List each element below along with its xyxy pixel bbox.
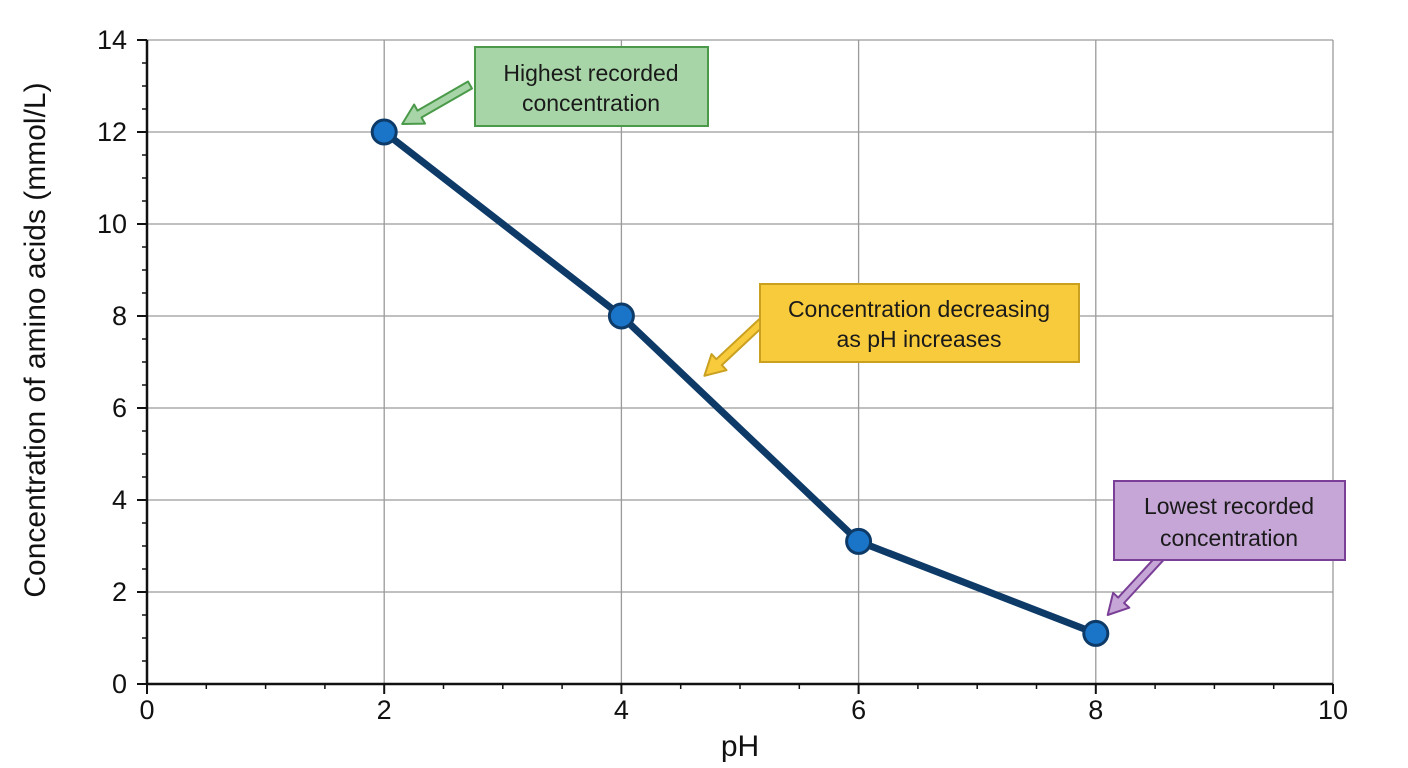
x-tick-label: 4 xyxy=(614,695,629,725)
annotation-text: as pH increases xyxy=(837,326,1002,352)
x-tick-label: 6 xyxy=(851,695,866,725)
data-point xyxy=(845,527,873,555)
data-series xyxy=(370,118,1110,647)
annotation-text: Concentration decreasing xyxy=(788,296,1050,322)
data-point xyxy=(370,118,398,146)
y-tick-label: 6 xyxy=(112,393,127,423)
annotation-arrow xyxy=(703,318,766,377)
annotation-purple: Lowest recorded concentration xyxy=(1106,480,1346,616)
annotation-yellow: Concentration decreasing as pH increases xyxy=(703,283,1080,377)
y-tick-label: 14 xyxy=(97,25,127,55)
tick-labels: 0 2 4 6 8 10 12 14 0 2 4 6 8 10 xyxy=(97,25,1348,725)
annotation-text: concentration xyxy=(522,90,660,116)
x-tick-label: 2 xyxy=(377,695,392,725)
data-point xyxy=(1082,619,1110,647)
annotation-text: Lowest recorded xyxy=(1144,493,1314,519)
y-tick-label: 0 xyxy=(112,669,127,699)
annotation-text: Highest recorded xyxy=(503,60,678,86)
x-axis-title: pH xyxy=(721,730,759,763)
annotation-box xyxy=(474,46,709,127)
x-tick-label: 8 xyxy=(1088,695,1103,725)
y-tick-label: 4 xyxy=(112,485,127,515)
y-tick-label: 8 xyxy=(112,301,127,331)
annotation-text: concentration xyxy=(1160,525,1298,551)
annotation-arrow xyxy=(401,80,473,125)
y-tick-label: 2 xyxy=(112,577,127,607)
annotation-arrow xyxy=(1106,554,1164,616)
axes xyxy=(137,39,1334,694)
y-axis-title: Concentration of amino acids (mmol/L) xyxy=(19,82,52,597)
grid xyxy=(147,39,1334,684)
data-point xyxy=(607,302,635,330)
x-tick-label: 10 xyxy=(1318,695,1348,725)
annotation-box xyxy=(759,283,1080,363)
x-tick-label: 0 xyxy=(139,695,154,725)
annotation-box xyxy=(1113,480,1346,561)
y-tick-label: 12 xyxy=(97,117,127,147)
y-tick-label: 10 xyxy=(97,209,127,239)
annotation-green: Highest recorded concentration xyxy=(401,46,709,127)
annotations: Highest recorded concentration Concentrati… xyxy=(401,46,1346,616)
series-line xyxy=(380,128,1100,637)
